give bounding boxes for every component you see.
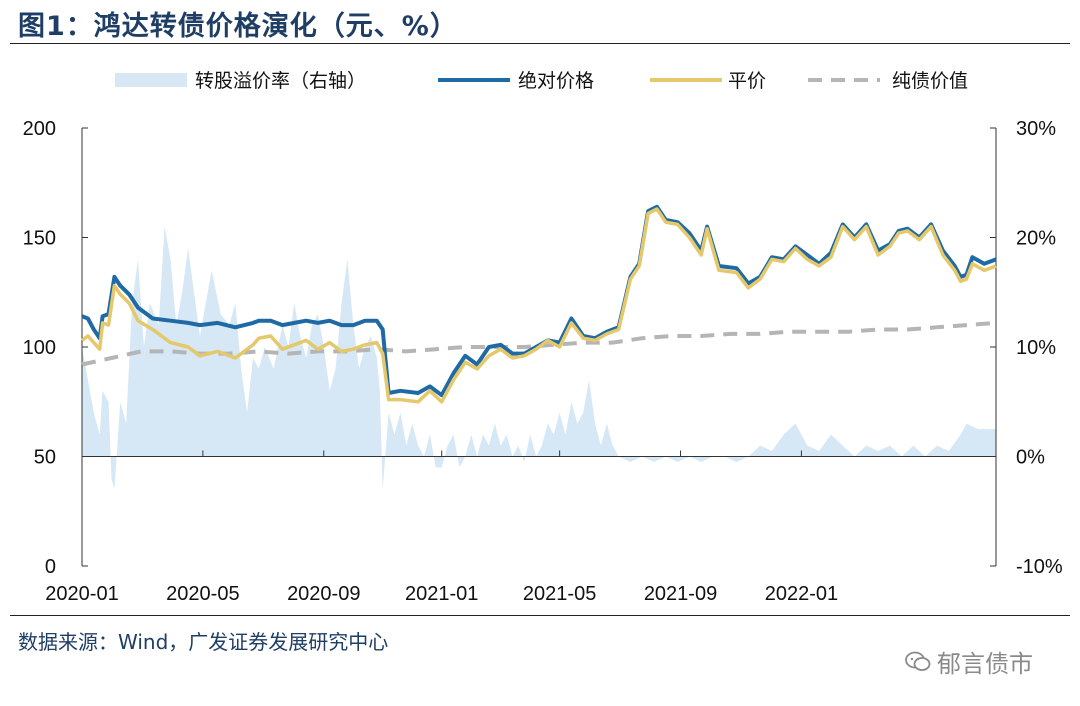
x-tick-label: 2020-01 (45, 583, 118, 605)
right-tick-label: 10% (1016, 337, 1056, 359)
right-tick-label: 0% (1016, 447, 1045, 469)
chart: 转股溢价率（右轴） 绝对价格 平价 纯债价值 0 50 100 150 200 -10% 0% 10… (23, 70, 1063, 605)
bond-value-line (81, 320, 997, 367)
x-tick-label: 2021-01 (405, 583, 478, 605)
legend-label-premium: 转股溢价率（右轴） (195, 70, 366, 92)
right-tick-label: 30% (1016, 118, 1056, 140)
left-tick-label: 0 (45, 556, 56, 578)
left-tick-label: 100 (23, 337, 56, 359)
legend: 转股溢价率（右轴） 绝对价格 平价 纯债价值 (115, 70, 968, 92)
axes (81, 127, 997, 567)
left-tick-label: 150 (23, 228, 56, 250)
x-tick-label: 2020-09 (287, 583, 360, 605)
legend-label-bond: 纯债价值 (892, 70, 968, 92)
premium-area (82, 226, 996, 490)
legend-label-price: 绝对价格 (518, 70, 594, 92)
right-tick-label: -10% (1016, 556, 1063, 578)
wechat-icon (905, 651, 931, 673)
x-tick-label: 2020-05 (166, 583, 239, 605)
premium-area-layer (82, 226, 996, 490)
left-tick-label: 200 (23, 118, 56, 140)
watermark-text: 郁言债市 (937, 650, 1033, 678)
chart-title: 图1：鸿达转债价格演化（元、%） (18, 11, 458, 42)
right-tick-label: 20% (1016, 228, 1056, 250)
legend-swatch-premium (115, 73, 187, 87)
x-tick-label: 2022-01 (765, 583, 838, 605)
tick-labels: 0 50 100 150 200 -10% 0% 10% 20% 30% 2020-01 2020-0… (23, 118, 1063, 605)
parity-line (80, 207, 997, 404)
legend-label-parity: 平价 (728, 70, 766, 92)
watermark: 郁言债市 (905, 644, 1033, 679)
source-rule (10, 615, 1070, 616)
left-tick-label: 50 (34, 447, 56, 469)
title-underline (10, 43, 1070, 44)
source-note: 数据来源：Wind，广发证券发展研究中心 (18, 630, 389, 654)
lines-layer (80, 204, 997, 404)
x-tick-label: 2021-05 (523, 583, 596, 605)
x-tick-label: 2021-09 (644, 583, 717, 605)
